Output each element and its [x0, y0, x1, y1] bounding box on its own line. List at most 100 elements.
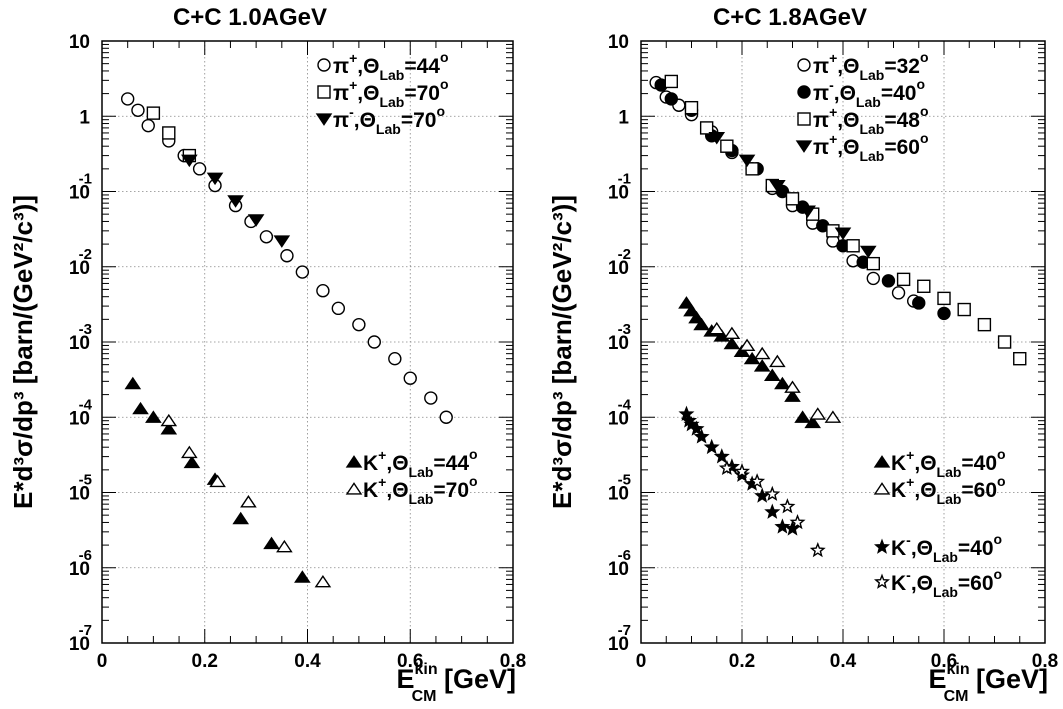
data-point	[733, 344, 751, 358]
y-tick-label: 10	[69, 408, 90, 429]
data-point	[294, 570, 311, 583]
legend-label: π+,ΘLab=60o	[813, 130, 929, 164]
legend-marker	[797, 85, 811, 99]
data-point	[664, 74, 678, 89]
data-point	[227, 195, 244, 208]
data-point	[763, 368, 781, 381]
data-point	[424, 391, 438, 405]
data-point	[957, 302, 971, 317]
data-point	[764, 485, 781, 501]
data-point	[206, 172, 224, 186]
data-point	[745, 162, 759, 176]
legend-label: K+,ΘLab=44o	[363, 446, 478, 480]
legend-marker	[873, 455, 891, 468]
data-point	[352, 317, 366, 332]
x-tick-label: 0	[97, 651, 108, 672]
legend-marker	[345, 482, 363, 495]
data-point	[738, 154, 756, 168]
y-tick-exponent: -7	[79, 622, 92, 639]
x-tick-label: 0.2	[729, 651, 755, 672]
data-point	[181, 445, 198, 459]
data-point	[997, 335, 1012, 349]
y-tick-exponent: -7	[618, 622, 631, 639]
y-tick-label: 10	[608, 333, 629, 354]
data-point	[824, 410, 842, 423]
chart-title: C+C 1.0AGeV	[173, 4, 327, 31]
y-tick-exponent: -6	[618, 547, 631, 564]
data-point	[937, 306, 951, 321]
data-point	[316, 284, 330, 298]
data-point	[141, 118, 155, 133]
data-point	[708, 132, 726, 145]
y-tick-exponent: -1	[618, 171, 631, 188]
data-point	[937, 291, 951, 306]
data-point	[295, 265, 310, 279]
y-tick-label: 10	[608, 258, 629, 279]
series-4	[160, 413, 332, 588]
left-panel: 0 0.2 0.4 0.6 0.810-710-610-510-410-310-210-…	[8, 4, 526, 705]
legend-marker	[873, 482, 891, 495]
data-point	[774, 376, 791, 390]
y-tick-exponent: -5	[618, 472, 631, 489]
legend-marker	[873, 538, 891, 554]
data-point	[331, 301, 346, 316]
y-tick-exponent: -3	[79, 321, 92, 338]
legend-entry: K+,ΘLab=60o	[873, 473, 1006, 507]
y-tick-exponent: -5	[79, 472, 92, 489]
data-point	[367, 335, 381, 349]
x-tick-label: 0.8	[500, 651, 526, 672]
data-point	[146, 106, 161, 120]
y-tick-label: 10	[608, 183, 629, 204]
y-axis-label: E*d³σ/dp³ [barn/(GeV²/c³)]	[8, 195, 38, 509]
data-point	[866, 256, 880, 271]
data-point	[912, 296, 926, 310]
legend-marker	[797, 112, 811, 126]
legend-marker	[317, 58, 331, 72]
y-tick-exponent: -1	[79, 171, 92, 188]
data-point	[754, 487, 771, 503]
y-tick-exponent: -4	[618, 396, 632, 413]
data-point	[749, 473, 766, 489]
legend-entry: π-,ΘLab=70o	[315, 103, 445, 137]
legend-entry: π-,ΘLab=40o	[797, 76, 925, 110]
x-tick-label: 0.6	[931, 651, 957, 672]
data-point	[769, 354, 786, 368]
legend-label: K+,ΘLab=60o	[891, 473, 1006, 507]
data-point	[769, 179, 786, 193]
series-2	[181, 154, 291, 248]
data-point	[708, 321, 726, 335]
data-point	[145, 410, 162, 423]
y-tick-label: 1	[79, 107, 90, 128]
series-7	[718, 459, 826, 558]
legend-label: K-,ΘLab=60o	[891, 566, 1002, 600]
legend-label: K+,ΘLab=70o	[363, 473, 478, 507]
legend-entry: K+,ΘLab=44o	[345, 446, 478, 480]
data-point	[784, 389, 801, 402]
legend-entry: K+,ΘLab=40o	[873, 446, 1006, 480]
data-point	[693, 428, 710, 444]
data-point	[388, 351, 402, 366]
y-tick-exponent: -2	[618, 246, 631, 263]
y-tick-label: 10	[69, 333, 90, 354]
data-point	[804, 415, 822, 429]
data-point	[723, 336, 741, 350]
legend-label: π+,ΘLab=32o	[813, 49, 929, 83]
data-point	[192, 162, 207, 176]
data-point	[1013, 351, 1027, 366]
x-axis-label: Ekin CM [GeV]	[928, 661, 1048, 705]
data-point	[789, 513, 806, 530]
data-point	[232, 511, 250, 525]
y-tick-exponent: -4	[79, 396, 93, 413]
data-point	[183, 455, 201, 469]
chart-title: C+C 1.8AGeV	[713, 4, 867, 31]
legend-marker	[873, 573, 891, 589]
data-point	[699, 121, 714, 135]
right-panel: 0 0.2 0.4 0.6 0.810-710-610-510-410-310-210-…	[547, 4, 1058, 705]
data-point	[181, 154, 198, 168]
data-point	[784, 520, 801, 536]
x-tick-label: 0.2	[192, 651, 218, 672]
legend-entry: K-,ΘLab=40o	[873, 531, 1002, 565]
series-5	[708, 321, 842, 423]
x-tick-label: 0.8	[1032, 651, 1058, 672]
legend-entry: K+,ΘLab=70o	[345, 473, 478, 507]
